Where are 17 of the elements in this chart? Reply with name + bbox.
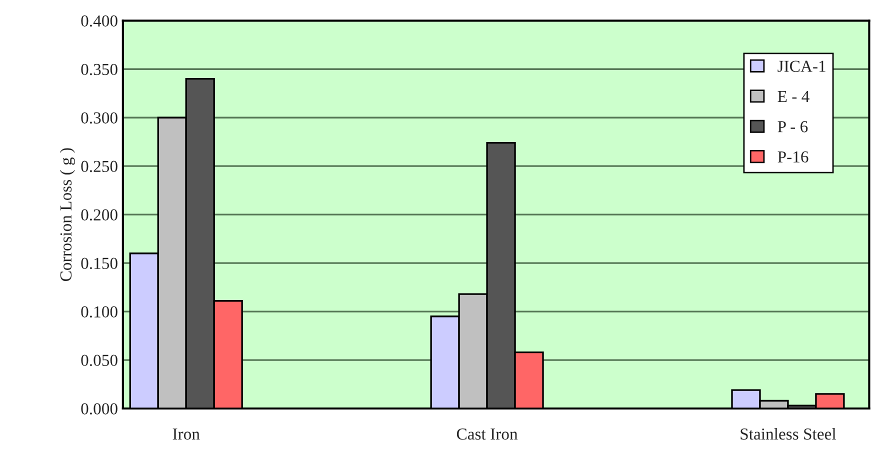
- legend-label: P-16: [778, 151, 808, 163]
- y-tick-label: 0.050: [81, 354, 118, 366]
- y-tick-label: 0.150: [81, 258, 118, 270]
- y-axis-title: Corrosion Loss ( g ): [60, 148, 76, 282]
- legend-label: JICA-1: [778, 60, 826, 72]
- legend-label: P - 6: [778, 121, 808, 132]
- y-tick-label: 0.000: [81, 403, 118, 415]
- y-tick-label: 0.200: [81, 209, 118, 221]
- y-tick-label: 0.100: [81, 306, 118, 318]
- y-tick-label: 0.400: [81, 15, 118, 27]
- y-tick-label: 0.300: [81, 112, 118, 124]
- y-tick-label: 0.250: [81, 160, 118, 172]
- x-tick-label: Cast Iron: [456, 428, 518, 440]
- x-tick-label: Stainless Steel: [740, 428, 836, 440]
- x-tick-label: Iron: [172, 428, 200, 440]
- legend-label: E - 4: [778, 90, 810, 102]
- y-tick-label: 0.350: [81, 64, 118, 76]
